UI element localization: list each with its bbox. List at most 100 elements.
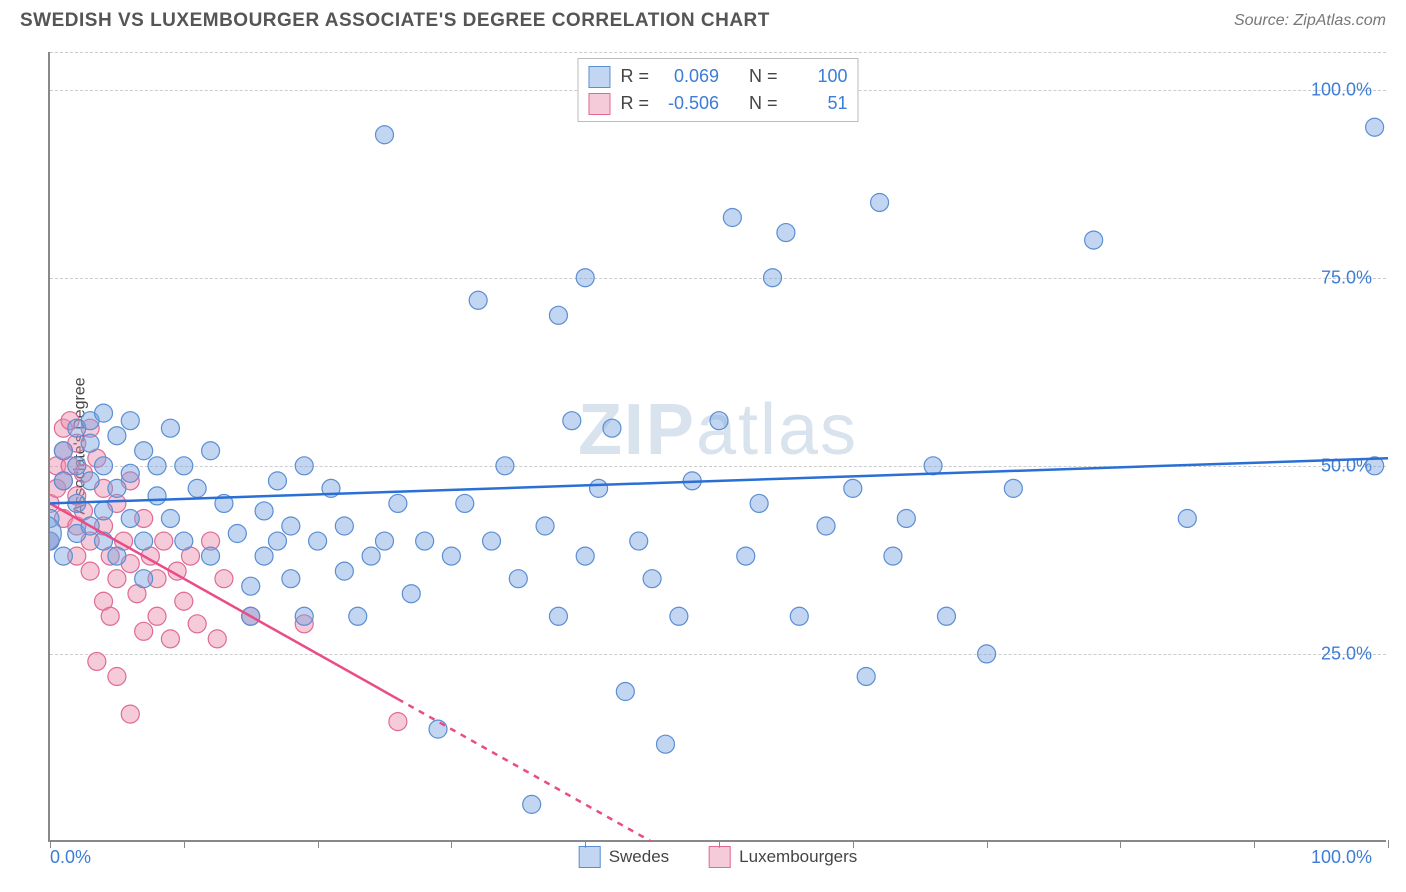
- data-point: [68, 457, 86, 475]
- data-point: [95, 502, 113, 520]
- data-point: [563, 412, 581, 430]
- data-point: [630, 532, 648, 550]
- legend-swatch-luxembourgers: [709, 846, 731, 868]
- data-point: [389, 713, 407, 731]
- data-point: [81, 472, 99, 490]
- data-point: [121, 464, 139, 482]
- data-point: [897, 509, 915, 527]
- data-point: [710, 412, 728, 430]
- data-point: [175, 592, 193, 610]
- data-point: [95, 457, 113, 475]
- data-point: [335, 562, 353, 580]
- data-point: [937, 607, 955, 625]
- data-point: [188, 479, 206, 497]
- data-point: [108, 570, 126, 588]
- data-point: [295, 607, 313, 625]
- data-point: [536, 517, 554, 535]
- data-point: [335, 517, 353, 535]
- data-point: [764, 269, 782, 287]
- data-point: [857, 667, 875, 685]
- data-point: [54, 547, 72, 565]
- data-point: [148, 607, 166, 625]
- data-point: [549, 607, 567, 625]
- data-point: [723, 209, 741, 227]
- data-point: [81, 434, 99, 452]
- data-point: [416, 532, 434, 550]
- data-point: [202, 442, 220, 460]
- data-point: [202, 547, 220, 565]
- data-point: [108, 427, 126, 445]
- data-point: [483, 532, 501, 550]
- data-point: [282, 517, 300, 535]
- source-attribution: Source: ZipAtlas.com: [1234, 12, 1386, 30]
- data-point: [309, 532, 327, 550]
- data-point: [175, 532, 193, 550]
- data-point: [135, 570, 153, 588]
- stat-legend-box: R = 0.069 N = 100 R = -0.506 N = 51: [577, 58, 858, 122]
- x-axis-min-label: 0.0%: [50, 847, 91, 868]
- chart-title: SWEDISH VS LUXEMBOURGER ASSOCIATE'S DEGR…: [20, 10, 770, 32]
- data-point: [737, 547, 755, 565]
- stat-legend-row-1: R = 0.069 N = 100: [588, 63, 847, 90]
- data-point: [978, 645, 996, 663]
- data-point: [95, 404, 113, 422]
- data-point: [295, 457, 313, 475]
- data-point: [268, 472, 286, 490]
- data-point: [1178, 509, 1196, 527]
- data-point: [242, 577, 260, 595]
- data-point: [108, 547, 126, 565]
- data-point: [1366, 118, 1384, 136]
- data-point: [155, 532, 173, 550]
- data-point: [442, 547, 460, 565]
- data-point: [790, 607, 808, 625]
- x-tick: [1388, 840, 1389, 848]
- swatch-series-1: [588, 66, 610, 88]
- data-point: [376, 532, 394, 550]
- legend-swatch-swedes: [579, 846, 601, 868]
- data-point: [255, 547, 273, 565]
- data-point: [656, 735, 674, 753]
- stat-legend-row-2: R = -0.506 N = 51: [588, 90, 847, 117]
- x-axis-max-label: 100.0%: [1311, 847, 1372, 868]
- data-point: [148, 487, 166, 505]
- scatter-plot-svg: [50, 52, 1388, 842]
- data-point: [255, 502, 273, 520]
- data-point: [402, 585, 420, 603]
- data-point: [121, 412, 139, 430]
- data-point: [121, 509, 139, 527]
- legend-item-luxembourgers: Luxembourgers: [709, 846, 857, 868]
- data-point: [215, 570, 233, 588]
- data-point: [54, 442, 72, 460]
- data-point: [135, 622, 153, 640]
- data-point: [670, 607, 688, 625]
- data-point: [590, 479, 608, 497]
- data-point: [101, 607, 119, 625]
- data-point: [148, 457, 166, 475]
- trend-line: [50, 458, 1388, 503]
- data-point: [844, 479, 862, 497]
- data-point: [429, 720, 447, 738]
- data-point: [456, 494, 474, 512]
- data-point: [1004, 479, 1022, 497]
- data-point: [817, 517, 835, 535]
- data-point: [389, 494, 407, 512]
- data-point: [161, 419, 179, 437]
- data-point: [161, 509, 179, 527]
- data-point: [469, 291, 487, 309]
- swatch-series-2: [588, 93, 610, 115]
- data-point: [228, 525, 246, 543]
- series-legend: Swedes Luxembourgers: [579, 846, 858, 868]
- data-point: [616, 683, 634, 701]
- legend-item-swedes: Swedes: [579, 846, 669, 868]
- data-point: [549, 306, 567, 324]
- data-point: [349, 607, 367, 625]
- data-point: [88, 652, 106, 670]
- data-point: [108, 479, 126, 497]
- data-point: [108, 667, 126, 685]
- data-point: [188, 615, 206, 633]
- data-point: [161, 630, 179, 648]
- data-point: [643, 570, 661, 588]
- data-point: [208, 630, 226, 648]
- data-point: [496, 457, 514, 475]
- data-point: [175, 457, 193, 475]
